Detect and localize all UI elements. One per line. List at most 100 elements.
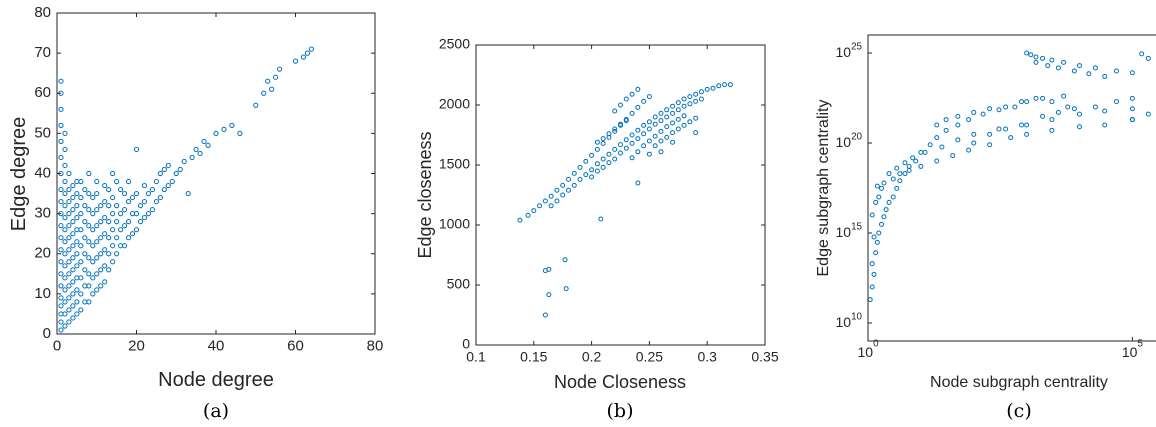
scatter-point-a-108 [94, 271, 100, 277]
scatter-point-c-76 [1019, 99, 1024, 105]
scatter-point-c-1 [869, 284, 875, 290]
scatter-point-a-140 [114, 251, 120, 257]
scatter-point-a-143 [114, 203, 120, 209]
scatter-point-a-196 [261, 90, 267, 96]
scatter-point-a-54 [70, 267, 76, 273]
scatter-point-a-39 [66, 295, 72, 301]
scatter-point-c-66 [1102, 108, 1108, 114]
scatter-point-b-109 [598, 216, 604, 222]
scatter-point-a-151 [121, 207, 128, 213]
scatter-point-b-30 [560, 192, 566, 198]
scatter-point-a-122 [102, 263, 108, 269]
axis-ticks-a: 0 20 40 60 80 0 10 20 30 40 50 60 70 80 [34, 4, 383, 354]
scatter-point-b-83 [646, 138, 652, 144]
scatter-point-a-176 [157, 170, 163, 177]
scatter-point-a-124 [102, 231, 108, 237]
scatter-point-a-52 [70, 291, 76, 297]
scatter-point-b-63 [606, 160, 612, 166]
scatter-point-a-180 [165, 162, 171, 169]
scatter-point-a-144 [114, 178, 120, 185]
y-tick-label-a-8: 80 [34, 4, 51, 21]
scatter-point-a-47 [66, 198, 72, 205]
scatter-point-a-162 [133, 190, 140, 197]
scatter-point-b-112 [562, 257, 568, 263]
axes-frame-b [475, 44, 766, 346]
scatter-point-b-101 [612, 126, 618, 132]
scatter-point-a-37 [66, 319, 72, 325]
caption-b: (b) [607, 400, 634, 422]
scatter-point-a-91 [86, 299, 92, 305]
scatter-point-a-103 [90, 243, 96, 249]
scatter-point-c-8 [879, 221, 884, 227]
scatter-point-b-52 [687, 94, 693, 100]
scatter-point-c-59 [939, 144, 945, 150]
scatter-point-a-165 [137, 203, 144, 209]
x-tick-label-b-4: 0.3 [697, 348, 717, 364]
scatter-point-a-8 [58, 247, 64, 253]
scatter-point-c-85 [1055, 109, 1061, 115]
scatter-point-b-50 [675, 100, 681, 106]
scatter-point-b-85 [658, 128, 664, 134]
scatter-point-c-7 [876, 230, 882, 236]
scatter-point-b-114 [563, 286, 569, 292]
scatter-point-c-20 [934, 135, 940, 141]
scatter-point-c-82 [1003, 126, 1009, 132]
scatter-point-a-142 [114, 219, 120, 225]
scatter-point-a-48 [66, 186, 72, 193]
scatter-point-a-49 [66, 170, 72, 177]
scatter-point-a-148 [118, 186, 124, 193]
scatter-point-a-130 [106, 235, 112, 241]
x-tick-label-b-1: 0.15 [520, 348, 547, 364]
scatter-point-c-16 [906, 163, 912, 169]
scatter-point-c-35 [918, 163, 924, 169]
scatter-point-a-104 [90, 227, 96, 233]
scatter-point-b-19 [629, 110, 635, 116]
scatter-point-c-57 [910, 155, 916, 161]
scatter-point-b-82 [641, 143, 647, 149]
scatter-point-b-77 [687, 101, 693, 107]
scatter-point-c-21 [943, 127, 949, 133]
scatter-point-a-102 [90, 259, 96, 265]
scatter-point-a-187 [193, 146, 199, 153]
scatter-point-a-154 [125, 219, 132, 225]
y-tick-label-a-1: 10 [34, 285, 51, 302]
scatter-point-c-38 [966, 147, 972, 153]
scatter-point-a-23 [62, 299, 68, 305]
scatter-point-b-34 [583, 172, 589, 178]
scatter-point-a-115 [98, 283, 104, 289]
scatter-point-a-35 [62, 146, 68, 153]
scatter-point-a-106 [90, 194, 96, 201]
scatter-point-c-30 [874, 183, 880, 189]
scatter-point-b-24 [629, 91, 635, 97]
scatter-point-b-89 [681, 113, 687, 119]
y-tick-label-c-2: 1020 [836, 131, 863, 149]
y-tick-label-b-2: 1000 [439, 216, 470, 232]
scatter-point-a-70 [74, 215, 80, 221]
scatter-point-b-94 [675, 126, 681, 132]
scatter-point-a-15 [58, 154, 64, 161]
scatter-point-c-50 [869, 212, 875, 218]
scatter-point-c-41 [1024, 131, 1030, 137]
scatter-point-b-105 [646, 151, 652, 157]
scatter-point-c-79 [1065, 104, 1071, 110]
x-axis-label-a: Node degree [158, 369, 274, 391]
scatter-point-a-79 [78, 227, 84, 233]
scatter-point-b-28 [548, 203, 554, 209]
axis-ticks-b: 0.1 0.15 0.2 0.25 0.3 0.35 0 500 1000 1500 2000 250… [439, 36, 779, 365]
scatter-point-c-64 [1049, 117, 1055, 123]
scatter-point-a-22 [62, 311, 68, 317]
scatter-point-a-90 [82, 186, 88, 193]
scatter-point-a-13 [58, 186, 64, 193]
scatter-point-c-71 [943, 117, 949, 123]
scatter-point-b-14 [600, 140, 606, 146]
scatter-point-a-43 [66, 247, 72, 253]
scatter-point-a-62 [74, 311, 80, 317]
scatter-point-c-98 [1113, 68, 1119, 74]
scatter-point-c-65 [1077, 111, 1082, 117]
scatter-point-a-86 [82, 251, 88, 257]
scatter-point-b-79 [698, 96, 704, 102]
scatter-point-a-93 [86, 271, 92, 277]
scatter-point-b-13 [594, 146, 600, 152]
scatter-point-a-184 [181, 158, 187, 165]
scatter-point-c-80 [971, 140, 977, 146]
